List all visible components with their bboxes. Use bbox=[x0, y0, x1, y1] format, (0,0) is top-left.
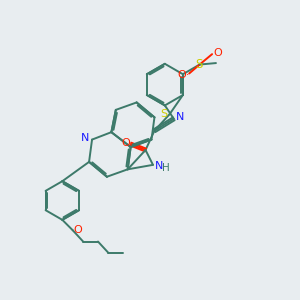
Text: O·: O· bbox=[177, 70, 190, 80]
Text: O: O bbox=[121, 138, 130, 148]
Text: N: N bbox=[81, 133, 90, 143]
Text: N: N bbox=[176, 112, 184, 122]
Text: S: S bbox=[160, 109, 167, 119]
Text: O: O bbox=[214, 48, 222, 58]
Text: H: H bbox=[163, 163, 170, 173]
Text: O: O bbox=[74, 225, 82, 235]
Text: N: N bbox=[154, 161, 163, 171]
Text: S: S bbox=[195, 58, 203, 71]
